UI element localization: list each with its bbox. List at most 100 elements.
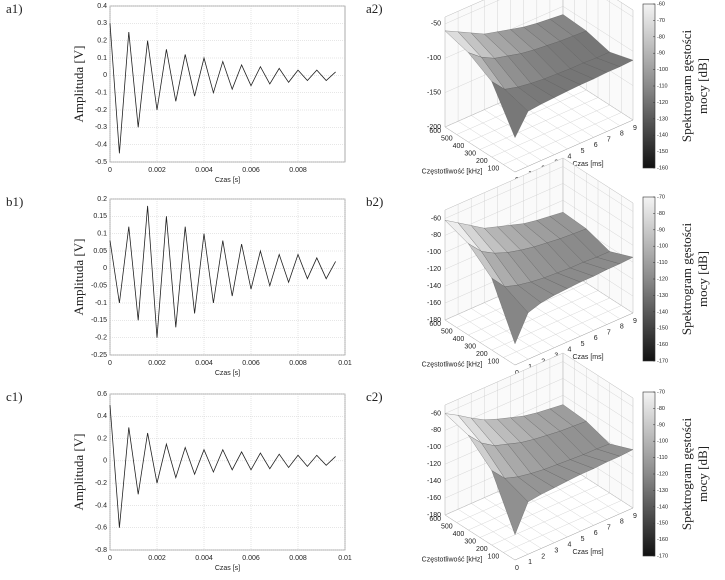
plot-area bbox=[109, 5, 346, 163]
colorbar-tick-label: -130 bbox=[657, 116, 668, 122]
colorbar-tick-label: -110 bbox=[657, 83, 668, 89]
y-tick-label: -0.4 bbox=[95, 142, 107, 149]
x-tick-label: 0.006 bbox=[242, 167, 260, 174]
colorbar-label: Spektrogram gęstości bbox=[679, 222, 694, 335]
colorbar-tick-label: -80 bbox=[657, 34, 665, 40]
z-tick-label: -50 bbox=[431, 21, 441, 28]
x-tick-label: 0.008 bbox=[289, 167, 307, 174]
x-axis-label: Czas [s] bbox=[215, 177, 240, 184]
z-tick-label: -100 bbox=[427, 55, 441, 62]
z-tick-label: -60 bbox=[431, 215, 441, 222]
y-tick-label: 600 bbox=[429, 128, 441, 135]
x-tick-label: 0.006 bbox=[242, 360, 260, 367]
x-tick-label: 6 bbox=[594, 142, 598, 149]
y-tick-label: -0.5 bbox=[95, 159, 107, 166]
y-tick-label: 600 bbox=[429, 321, 441, 328]
x-tick-label: 5 bbox=[581, 148, 585, 155]
x-axis-label: Czas [ms] bbox=[572, 549, 603, 556]
z-tick-label: -160 bbox=[427, 300, 441, 307]
y-tick-label: -0.1 bbox=[95, 300, 107, 307]
x-tick-label: 6 bbox=[594, 530, 598, 537]
x-tick-label: 7 bbox=[607, 524, 611, 531]
y-tick-label: 200 bbox=[476, 158, 488, 165]
y-tick-label: -0.05 bbox=[91, 283, 107, 290]
z-tick-label: -150 bbox=[427, 89, 441, 96]
colorbar-label: mocy [dB] bbox=[695, 58, 710, 114]
x-tick-label: 0.008 bbox=[289, 555, 307, 562]
colorbar-tick-label: -160 bbox=[657, 165, 668, 171]
x-tick-label: 7 bbox=[607, 329, 611, 336]
panel-label: a2) bbox=[366, 1, 383, 16]
z-tick-label: -100 bbox=[427, 249, 441, 256]
y-tick-label: 0.2 bbox=[97, 38, 107, 45]
y-tick-label: 400 bbox=[453, 143, 465, 150]
x-axis-label: Czas [ms] bbox=[572, 161, 603, 168]
y-tick-label: 0 bbox=[103, 458, 107, 465]
y-tick-label: 0.2 bbox=[97, 196, 107, 203]
panel-label: c1) bbox=[6, 389, 23, 404]
surface-cell bbox=[596, 51, 634, 67]
x-tick-label: 0.002 bbox=[148, 167, 166, 174]
x-tick-label: 0.01 bbox=[338, 360, 352, 367]
y-tick-label: -0.6 bbox=[95, 525, 107, 532]
x-tick-label: 5 bbox=[581, 536, 585, 543]
colorbar-label: mocy [dB] bbox=[695, 446, 710, 502]
y-axis-label: Amplituda [V] bbox=[71, 239, 86, 316]
y-tick-label: 400 bbox=[453, 336, 465, 343]
y-tick-label: 0.4 bbox=[97, 3, 107, 10]
panel-label: b1) bbox=[6, 194, 23, 209]
y-tick-label: 0.6 bbox=[97, 391, 107, 398]
x-tick-label: 0 bbox=[108, 555, 112, 562]
x-tick-label: 0.006 bbox=[242, 555, 260, 562]
x-tick-label: 9 bbox=[633, 513, 637, 520]
colorbar-tick-label: -160 bbox=[657, 537, 668, 543]
surface-cell bbox=[596, 251, 634, 264]
x-tick-label: 0.002 bbox=[148, 360, 166, 367]
z-tick-label: -140 bbox=[427, 478, 441, 485]
x-axis-label: Czas [s] bbox=[215, 370, 240, 377]
y-tick-label: -0.2 bbox=[95, 107, 107, 114]
y-tick-label: -0.3 bbox=[95, 124, 107, 131]
grid-line bbox=[444, 361, 634, 414]
z-tick-label: -180 bbox=[427, 317, 441, 324]
colorbar-tick-label: -90 bbox=[657, 422, 665, 428]
grid-line bbox=[444, 378, 634, 431]
colorbar-tick-label: -120 bbox=[657, 276, 668, 282]
x-tick-label: 4 bbox=[567, 154, 571, 161]
colorbar-tick-label: -120 bbox=[657, 100, 668, 106]
y-tick-label: 100 bbox=[488, 553, 500, 560]
colorbar-tick-label: -120 bbox=[657, 471, 668, 477]
x-tick-label: 9 bbox=[633, 318, 637, 325]
x-tick-label: 0.004 bbox=[195, 167, 213, 174]
x-tick-label: 5 bbox=[581, 341, 585, 348]
surface-cell bbox=[596, 443, 634, 457]
colorbar-tick-label: -90 bbox=[657, 227, 665, 233]
x-tick-label: 0 bbox=[108, 167, 112, 174]
y-axis-label: Częstotliwość [kHz] bbox=[422, 168, 483, 175]
colorbar-label: mocy [dB] bbox=[695, 251, 710, 307]
x-tick-label: 8 bbox=[620, 131, 624, 138]
y-tick-label: -0.25 bbox=[91, 352, 107, 359]
x-tick-label: 8 bbox=[620, 519, 624, 526]
colorbar-tick-label: -130 bbox=[657, 488, 668, 494]
y-tick-label: 300 bbox=[464, 538, 476, 545]
grid-line bbox=[444, 166, 634, 219]
z-tick-label: -160 bbox=[427, 495, 441, 502]
panel-label: a1) bbox=[6, 1, 23, 16]
colorbar-tick-label: -170 bbox=[657, 358, 668, 364]
y-axis-label: Częstotliwość [kHz] bbox=[422, 361, 483, 368]
y-tick-label: -0.2 bbox=[95, 335, 107, 342]
y-tick-label: 300 bbox=[464, 343, 476, 350]
x-tick-label: 6 bbox=[594, 335, 598, 342]
colorbar-label: Spektrogram gęstości bbox=[679, 417, 694, 530]
y-axis-label: Amplituda [V] bbox=[71, 434, 86, 511]
z-tick-label: -80 bbox=[431, 427, 441, 434]
colorbar-tick-label: -100 bbox=[657, 439, 668, 445]
x-axis-label: Czas [ms] bbox=[572, 354, 603, 361]
colorbar-tick-label: -150 bbox=[657, 326, 668, 332]
y-tick-label: 100 bbox=[488, 358, 500, 365]
colorbar-tick-label: -60 bbox=[657, 1, 665, 7]
x-tick-label: 0.008 bbox=[289, 360, 307, 367]
colorbar-tick-label: -80 bbox=[657, 406, 665, 412]
